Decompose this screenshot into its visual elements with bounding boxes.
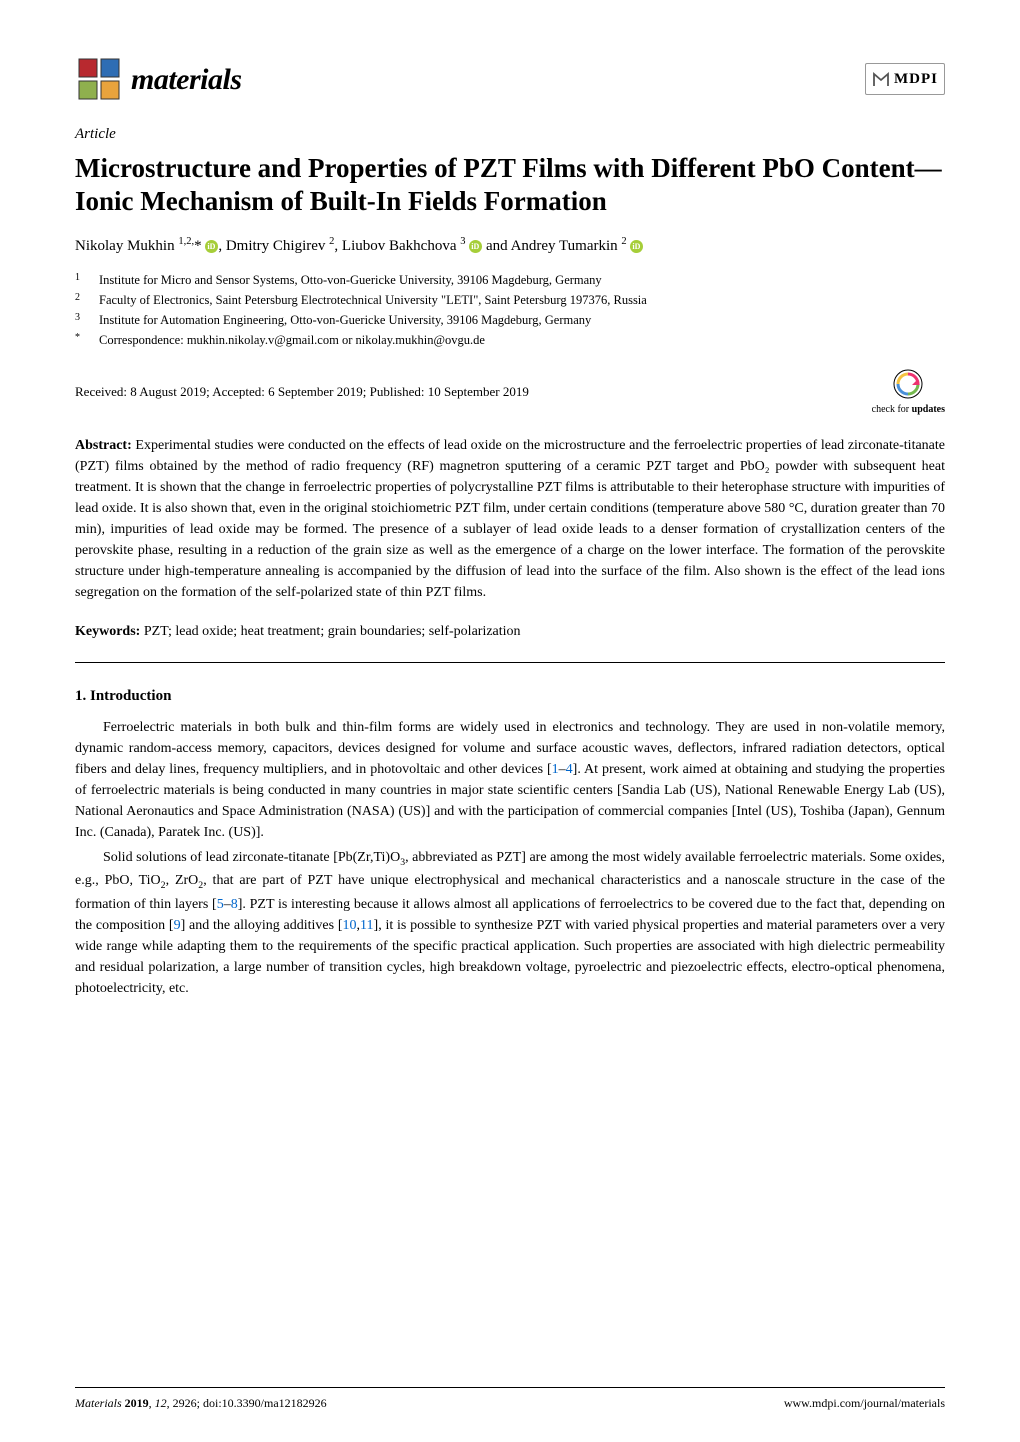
orcid-icon [205, 240, 218, 253]
mdpi-text: MDPI [894, 68, 938, 91]
check-for-updates-badge[interactable]: check for updates [872, 368, 945, 417]
authors-line: Nikolay Mukhin 1,2,* , Dmitry Chigirev 2… [75, 234, 945, 258]
keywords-block: Keywords: PZT; lead oxide; heat treatmen… [75, 621, 945, 642]
separator-rule [75, 662, 945, 663]
article-title: Microstructure and Properties of PZT Fil… [75, 152, 945, 220]
footer-citation: Materials 2019, 12, 2926; doi:10.3390/ma… [75, 1394, 327, 1412]
abstract-label: Abstract: [75, 438, 132, 453]
materials-logo-icon [75, 55, 123, 103]
body-paragraph: Solid solutions of lead zirconate-titana… [75, 847, 945, 999]
check-updates-icon [892, 368, 924, 400]
affiliation-num: 1 [75, 270, 85, 290]
dates-row: Received: 8 August 2019; Accepted: 6 Sep… [75, 368, 945, 417]
affiliation-text: Institute for Automation Engineering, Ot… [99, 310, 591, 330]
affiliation-row: * Correspondence: mukhin.nikolay.v@gmail… [75, 330, 945, 350]
abstract-block: Abstract: Experimental studies were cond… [75, 435, 945, 603]
orcid-icon [469, 240, 482, 253]
affiliation-num: 3 [75, 310, 85, 330]
affiliation-row: 1 Institute for Micro and Sensor Systems… [75, 270, 945, 290]
footer-journal-url[interactable]: www.mdpi.com/journal/materials [784, 1394, 945, 1412]
check-updates-bold: updates [912, 404, 945, 415]
keywords-label: Keywords: [75, 624, 140, 639]
correspondence-text: Correspondence: mukhin.nikolay.v@gmail.c… [99, 330, 485, 350]
mdpi-icon [872, 70, 890, 88]
article-type: Article [75, 123, 945, 146]
affiliation-row: 3 Institute for Automation Engineering, … [75, 310, 945, 330]
correspondence-mark: * [75, 330, 85, 350]
affiliations-block: 1 Institute for Micro and Sensor Systems… [75, 270, 945, 350]
header-row: materials MDPI [75, 55, 945, 103]
page-footer: Materials 2019, 12, 2926; doi:10.3390/ma… [75, 1387, 945, 1412]
affiliation-row: 2 Faculty of Electronics, Saint Petersbu… [75, 290, 945, 310]
dates-text: Received: 8 August 2019; Accepted: 6 Sep… [75, 382, 529, 402]
abstract-text: Experimental studies were conducted on t… [75, 438, 945, 600]
journal-logo: materials [75, 55, 242, 103]
body-paragraph: Ferroelectric materials in both bulk and… [75, 717, 945, 843]
journal-name: materials [131, 57, 242, 102]
affiliation-text: Institute for Micro and Sensor Systems, … [99, 270, 602, 290]
affiliation-num: 2 [75, 290, 85, 310]
section-heading: 1. Introduction [75, 685, 945, 708]
affiliation-text: Faculty of Electronics, Saint Petersburg… [99, 290, 647, 310]
keywords-text: PZT; lead oxide; heat treatment; grain b… [140, 624, 520, 639]
check-updates-label: check for [872, 404, 909, 415]
orcid-icon [630, 240, 643, 253]
mdpi-logo: MDPI [865, 63, 945, 96]
